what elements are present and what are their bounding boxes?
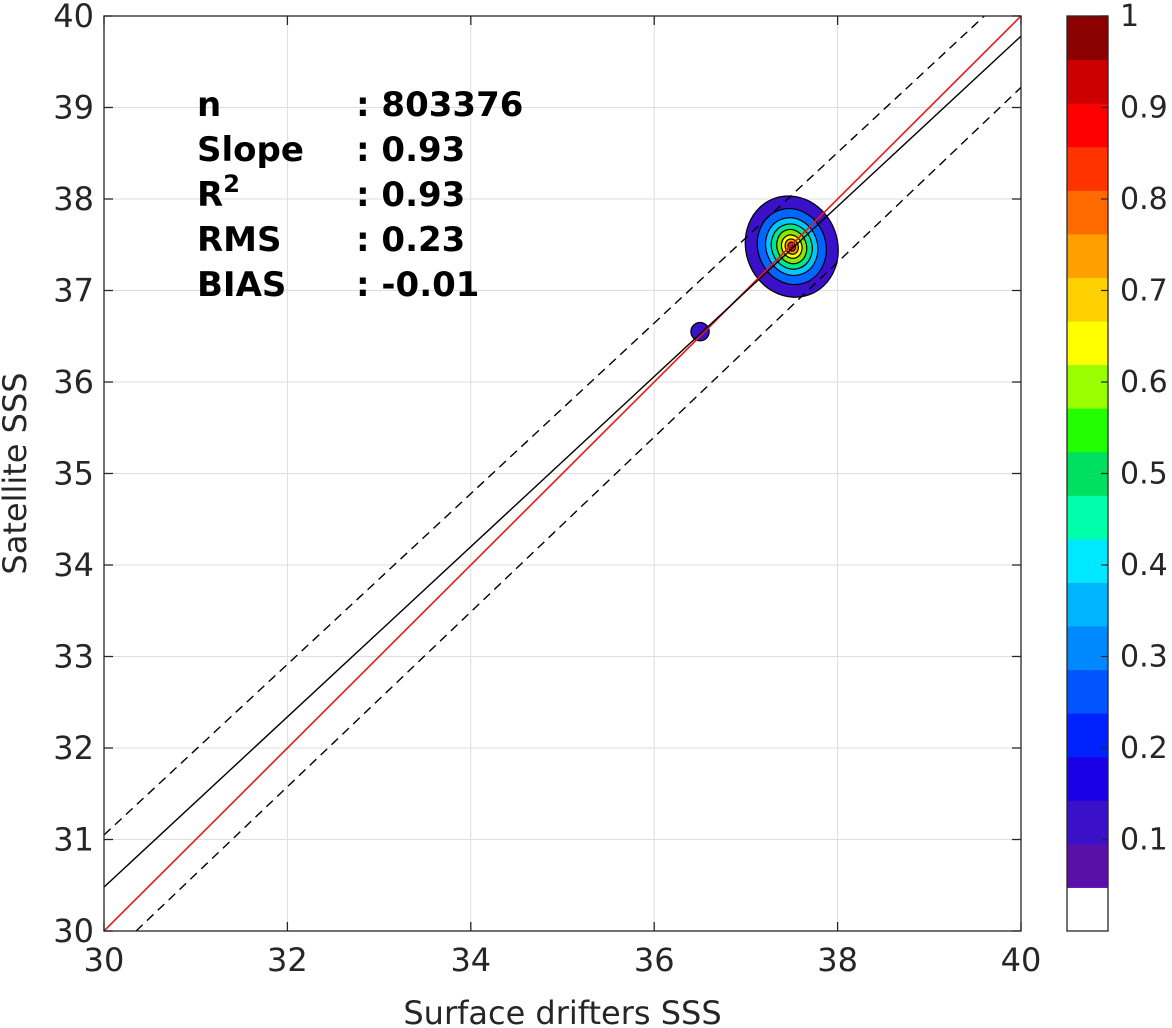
stat-value: : 0.93 bbox=[356, 130, 465, 170]
colorbar-tick-label: 1 bbox=[1120, 0, 1139, 34]
stat-value: : -0.01 bbox=[356, 265, 479, 305]
colorbar-segment bbox=[1067, 495, 1108, 540]
regression-line bbox=[104, 35, 1021, 888]
stat-label: RMS bbox=[197, 220, 282, 260]
y-tick-label: 30 bbox=[53, 912, 94, 950]
colorbar-segment bbox=[1067, 190, 1108, 235]
y-axis-title: Satellite SSS bbox=[0, 372, 34, 574]
y-tick-label: 34 bbox=[53, 546, 94, 584]
density-contour-secondary bbox=[690, 321, 710, 342]
plot-content bbox=[104, 16, 1021, 931]
colorbar-segment bbox=[1067, 103, 1108, 148]
colorbar-segment bbox=[1067, 233, 1108, 278]
colorbar-segment bbox=[1067, 277, 1108, 322]
y-tick-label: 38 bbox=[53, 180, 94, 218]
colorbar-segment bbox=[1067, 626, 1108, 671]
stat-value: : 803376 bbox=[356, 85, 523, 125]
colorbar-tick-label: 0.2 bbox=[1120, 731, 1168, 766]
x-tick-label: 32 bbox=[267, 941, 308, 979]
y-tick-label: 35 bbox=[53, 455, 94, 493]
stat-value: : 0.93 bbox=[356, 175, 465, 215]
colorbar-tick-label: 0.7 bbox=[1120, 274, 1168, 309]
y-tick-label: 31 bbox=[53, 821, 94, 859]
x-axis-title: Surface drifters SSS bbox=[403, 994, 721, 1028]
colorbar-segment bbox=[1067, 16, 1108, 61]
identity-line bbox=[104, 16, 1021, 931]
colorbar-segment bbox=[1067, 364, 1108, 409]
y-tick-label: 36 bbox=[53, 363, 94, 401]
plot-area: 30 32 34 36 38 40 30 31 32 33 34 35 36 37 38 39 40 Surfac… bbox=[0, 0, 1041, 1028]
colorbar-segment bbox=[1067, 321, 1108, 366]
stat-label: R2 bbox=[197, 170, 240, 215]
stat-value: : 0.23 bbox=[356, 220, 465, 260]
x-tick-label: 36 bbox=[634, 941, 675, 979]
x-tick-label: 34 bbox=[450, 941, 491, 979]
stat-label: BIAS bbox=[197, 265, 286, 305]
stat-label: n bbox=[197, 85, 221, 125]
y-tick-label: 40 bbox=[53, 0, 94, 35]
colorbar-tick-label: 0.9 bbox=[1120, 91, 1168, 126]
colorbar-segment bbox=[1067, 669, 1108, 714]
colorbar-tick-label: 0.4 bbox=[1120, 548, 1168, 583]
stat-label: Slope bbox=[197, 130, 304, 170]
x-tick-label: 40 bbox=[1001, 941, 1042, 979]
colorbar-segment bbox=[1067, 582, 1108, 627]
colorbar-tick-label: 0.3 bbox=[1120, 640, 1168, 675]
x-tick-label: 38 bbox=[817, 941, 858, 979]
colorbar-segment bbox=[1067, 887, 1108, 932]
colorbar-tick-label: 0.6 bbox=[1120, 365, 1168, 400]
upper-bound-line bbox=[104, 16, 985, 836]
x-tick-label: 30 bbox=[84, 941, 125, 979]
colorbar: 0.1 0.2 0.3 0.4 0.5 0.6 0.7 0.8 0.9 1 bbox=[1066, 0, 1168, 932]
colorbar-segment bbox=[1067, 713, 1108, 758]
colorbar-segment bbox=[1067, 538, 1108, 583]
colorbar-segment bbox=[1067, 146, 1108, 191]
colorbar-segment bbox=[1067, 843, 1108, 888]
y-tick-label: 39 bbox=[53, 89, 94, 127]
colorbar-segment bbox=[1067, 756, 1108, 801]
colorbar-tick-label: 0.1 bbox=[1120, 823, 1168, 858]
y-tick-label: 37 bbox=[53, 272, 94, 310]
y-tick-label: 32 bbox=[53, 729, 94, 767]
colorbar-tick-label: 0.5 bbox=[1120, 457, 1168, 492]
colorbar-segment bbox=[1067, 59, 1108, 104]
colorbar-tick-label: 0.8 bbox=[1120, 182, 1168, 217]
lower-bound-line bbox=[135, 86, 1021, 931]
y-tick-label: 33 bbox=[53, 638, 94, 676]
colorbar-segment bbox=[1067, 800, 1108, 845]
colorbar-segment bbox=[1067, 408, 1108, 453]
